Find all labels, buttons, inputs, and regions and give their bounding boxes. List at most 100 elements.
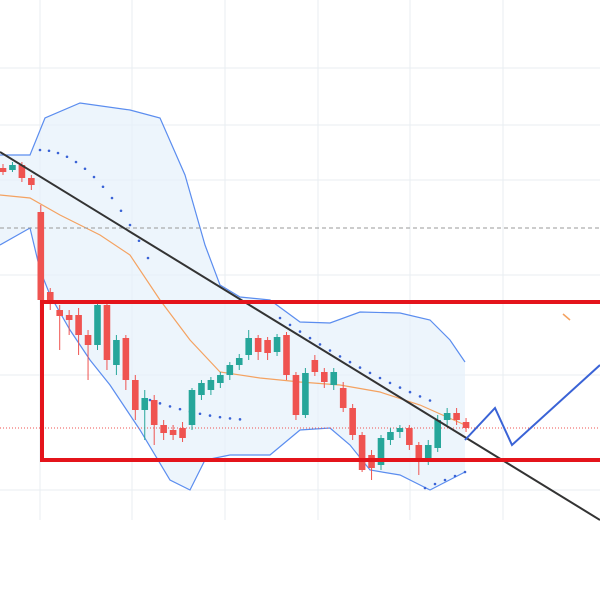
candle-body [198, 383, 205, 395]
candle-body [46, 292, 54, 300]
candle-body [339, 388, 347, 408]
candle-body [264, 340, 271, 353]
candle-body [122, 338, 130, 380]
candle-body [424, 445, 432, 460]
sar-dot [168, 405, 172, 408]
candle-body [18, 165, 26, 178]
sar-dot [65, 155, 69, 159]
sar-dot [47, 149, 51, 153]
projection [464, 364, 600, 447]
sar-dot [388, 381, 392, 385]
sar-dots [38, 148, 467, 490]
sar-dot [378, 376, 382, 380]
sar-dot [101, 185, 105, 189]
candle-body [462, 422, 470, 428]
sar-dot [288, 323, 292, 327]
candle-body [349, 408, 356, 435]
sar-dot [443, 478, 447, 482]
sar-dot [408, 390, 412, 394]
sar-dot [318, 343, 322, 346]
sar-dot [453, 474, 457, 478]
candle-body [150, 400, 158, 425]
candle-body [9, 165, 16, 170]
candle-body [311, 360, 319, 372]
sar-dot [38, 148, 42, 152]
sar-dot [119, 209, 123, 213]
candle-body [377, 438, 385, 465]
candle-body [207, 380, 215, 390]
candle-body [28, 178, 35, 185]
grid [0, 0, 600, 520]
candle-body [321, 372, 328, 382]
candle-body [330, 372, 338, 385]
sar-dot [298, 330, 302, 333]
candle-body [37, 212, 45, 300]
sar-dot [238, 418, 242, 421]
candles [0, 162, 470, 480]
sar-dot [423, 486, 427, 490]
sar-dot [418, 395, 422, 398]
candle-body [245, 338, 252, 355]
sar-dot [228, 417, 232, 420]
sar-dot [208, 414, 212, 417]
candle-body [358, 435, 366, 470]
candle-body [273, 337, 281, 352]
sar-dot [198, 412, 202, 416]
sar-dot [218, 415, 222, 419]
candle-body [283, 335, 290, 375]
candle-body [56, 310, 63, 316]
candle-body [434, 420, 441, 448]
sar-dot [398, 386, 402, 389]
sar-dot [178, 407, 182, 411]
candle-body [75, 315, 82, 335]
candle-body [415, 445, 423, 460]
candle-body [160, 425, 167, 433]
sar-dot [308, 336, 312, 340]
candle-body [292, 375, 300, 415]
sar-dot [110, 196, 114, 200]
candle-body [188, 390, 196, 425]
sar-dot [433, 482, 437, 486]
sar-dot [92, 175, 96, 179]
sar-dot [137, 239, 141, 243]
sar-dot [128, 223, 132, 227]
sar-dot [358, 366, 362, 369]
candle-body [94, 305, 101, 345]
candle-body [406, 428, 413, 445]
candle-body [396, 428, 404, 432]
sar-dot [368, 371, 372, 375]
sar-dot [56, 151, 60, 155]
candle-body [302, 373, 309, 415]
sar-dot [74, 160, 78, 164]
range-box [40, 300, 600, 462]
sar-dot [158, 402, 162, 405]
candle-body [103, 305, 111, 360]
candle-body [453, 413, 460, 420]
candle-body [226, 365, 234, 375]
sar-dot [348, 360, 352, 364]
sar-dot [278, 316, 282, 320]
sar-dot [146, 256, 150, 260]
candle-body [217, 375, 224, 383]
candle-body [387, 432, 394, 440]
candle-body [113, 340, 120, 365]
candle-body [132, 380, 139, 410]
candle-body [84, 335, 92, 345]
sar-dot [328, 349, 332, 352]
sar-dot [148, 398, 152, 402]
candle-body [443, 413, 451, 420]
band-fill [0, 103, 465, 490]
candle-body [254, 338, 262, 352]
sar-dot [463, 470, 467, 474]
candle-body [65, 315, 73, 320]
candle-body [169, 430, 177, 435]
upper-band [0, 102, 466, 363]
candle-body [179, 428, 186, 438]
sar-dot [83, 167, 87, 171]
sar-dot [338, 355, 342, 358]
marker [562, 313, 571, 321]
sar-dot [428, 399, 432, 402]
moving-average [0, 194, 466, 426]
